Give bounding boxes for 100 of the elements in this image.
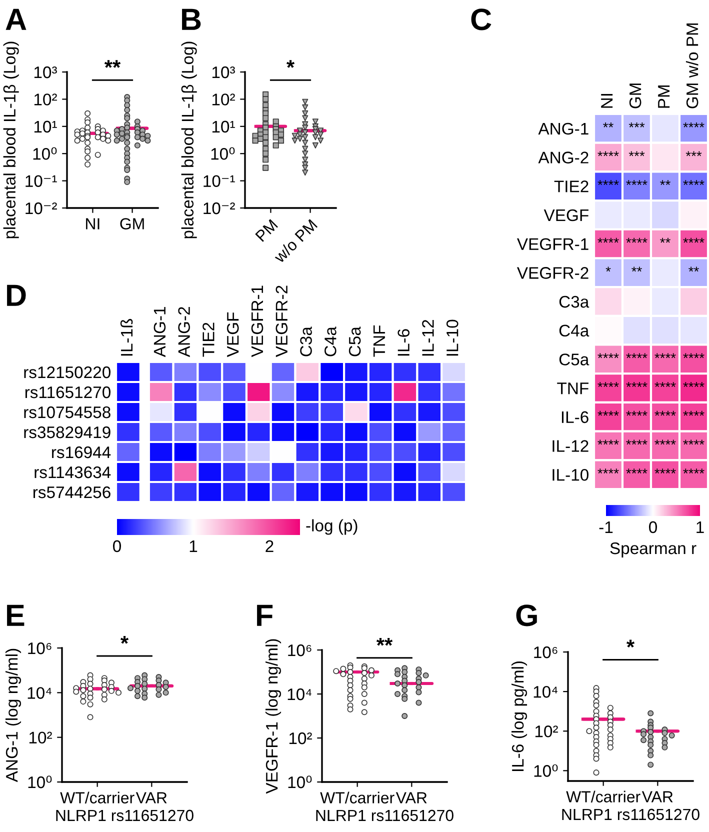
data-label: **** [598,410,619,416]
y-tick-label: 10⁰ [211,147,235,160]
y-tick-label: 10² [289,732,312,744]
x-tick-label: VAR [396,792,427,804]
data-label: *** [686,151,702,156]
y-tick-label: 10⁻¹ [26,175,57,188]
data-label: **** [598,238,619,243]
y-tick-label: 10² [212,94,235,106]
y-tick-label: 10⁰ [33,147,57,160]
y-tick-label: VEGFR-2 [516,267,588,279]
x-axis-title: NLRP1 rs11651270 [316,810,454,822]
data-label: ** [688,266,699,272]
data-label: **** [683,410,704,416]
text: * [626,640,635,648]
y-tick-label: IL-6 [562,411,588,424]
text: ** [376,638,393,646]
data-label: *** [628,151,645,156]
y-tick-label: 10⁴ [288,688,312,700]
x-tick-label: C5a [348,326,361,356]
y-tick-label: TIE2 [554,180,588,192]
chart-title: E [7,604,24,626]
chart-title: A [6,8,26,30]
data-label: **** [683,238,704,243]
x-tick-label: IL-12 [422,320,434,356]
y-tick-label: 10⁻² [204,202,235,214]
y-tick-label: ANG-1 [538,122,588,135]
y-tick-label: 10⁰ [534,764,558,777]
data-label: **** [654,410,676,416]
color-bar-label: 0 [649,521,657,534]
data-label: ** [660,180,670,186]
text: ** [104,60,121,68]
y-tick-label: 10⁶ [288,644,312,656]
x-tick-label: NI [86,218,100,230]
data-label: * [606,266,611,272]
x-tick-label: NI [601,94,613,108]
y-tick-label: 10⁰ [288,776,312,788]
chart-title: D [7,284,26,306]
x-tick-label: GM [629,84,642,108]
y-tick-label: IL-10 [552,468,588,481]
y-tick-label: TNF [557,382,588,394]
data-label: **** [683,353,704,358]
data-label: **** [626,440,648,445]
y-tick-label: 10² [535,726,558,738]
data-label: *** [628,122,645,128]
data-label: ** [632,266,642,272]
data-label: **** [683,180,704,186]
data-label: **** [626,238,648,243]
y-tick-label: C5a [559,354,590,366]
data-label: **** [598,468,619,474]
y-tick-label: 10³ [34,66,57,78]
data-label: **** [654,440,676,445]
y-tick-label: rs11651270 [25,386,110,398]
y-tick-label: 10³ [212,66,235,78]
chart-title: F [257,604,273,626]
y-axis-title: placental blood IL-1β (Log) [3,42,19,238]
x-axis-title: NLRP1 rs11651270 [56,810,194,822]
x-tick-label: PM [255,219,278,242]
data-label: **** [654,468,676,474]
x-tick-label: IL-6 [398,329,410,356]
y-tick-label: rs1143634 [34,466,111,478]
x-tick-label: IL-10 [446,320,458,356]
data-label: **** [626,410,648,416]
color-bar-title: Spearman r [610,542,696,558]
y-tick-label: 10² [29,732,52,744]
color-bar-label: 0 [113,540,121,552]
y-tick-label: 10¹ [34,120,57,133]
x-tick-label: ANG-1 [154,307,166,358]
data-label: ** [603,122,614,128]
y-tick-label: 10⁶ [28,642,52,654]
data-label: **** [654,353,676,358]
x-tick-label: IL-1ß [120,318,133,356]
x-axis-title: NLRP1 rs11651270 [562,808,700,820]
y-tick-label: 10⁴ [28,687,52,699]
y-tick-label: rs35829419 [24,426,110,438]
y-tick-label: rs5744256 [33,486,110,498]
y-tick-label: 10⁰ [28,776,52,788]
color-bar-label: 2 [266,540,274,552]
y-tick-label: rs10754558 [24,406,110,418]
data-label: **** [683,468,704,474]
y-tick-label: 10⁶ [534,646,558,658]
x-tick-label: GM [120,218,144,230]
chart-title: G [516,604,537,626]
y-tick-label: 10⁴ [534,686,558,698]
data-label: **** [598,151,619,156]
data-label: **** [626,382,648,387]
text: * [286,60,295,68]
color-bar-label: -1 [599,521,613,533]
data-label: **** [598,180,619,186]
x-tick-label: PM [658,86,670,108]
y-axis-title: ANG-1 (log ng/ml) [5,648,22,782]
y-tick-label: rs16944 [52,446,111,458]
x-tick-label: WT/carrier [60,792,134,804]
data-label: **** [626,180,648,186]
y-tick-label: VEGFR-1 [516,238,588,250]
y-tick-label: rs12150220 [24,366,110,378]
color-bar-label: 1 [696,521,704,533]
data-label: **** [683,382,704,387]
x-tick-label: C4a [324,326,336,356]
data-label: **** [683,440,704,445]
y-axis-title: VEGFR-1 (log ng/ml) [265,639,282,794]
